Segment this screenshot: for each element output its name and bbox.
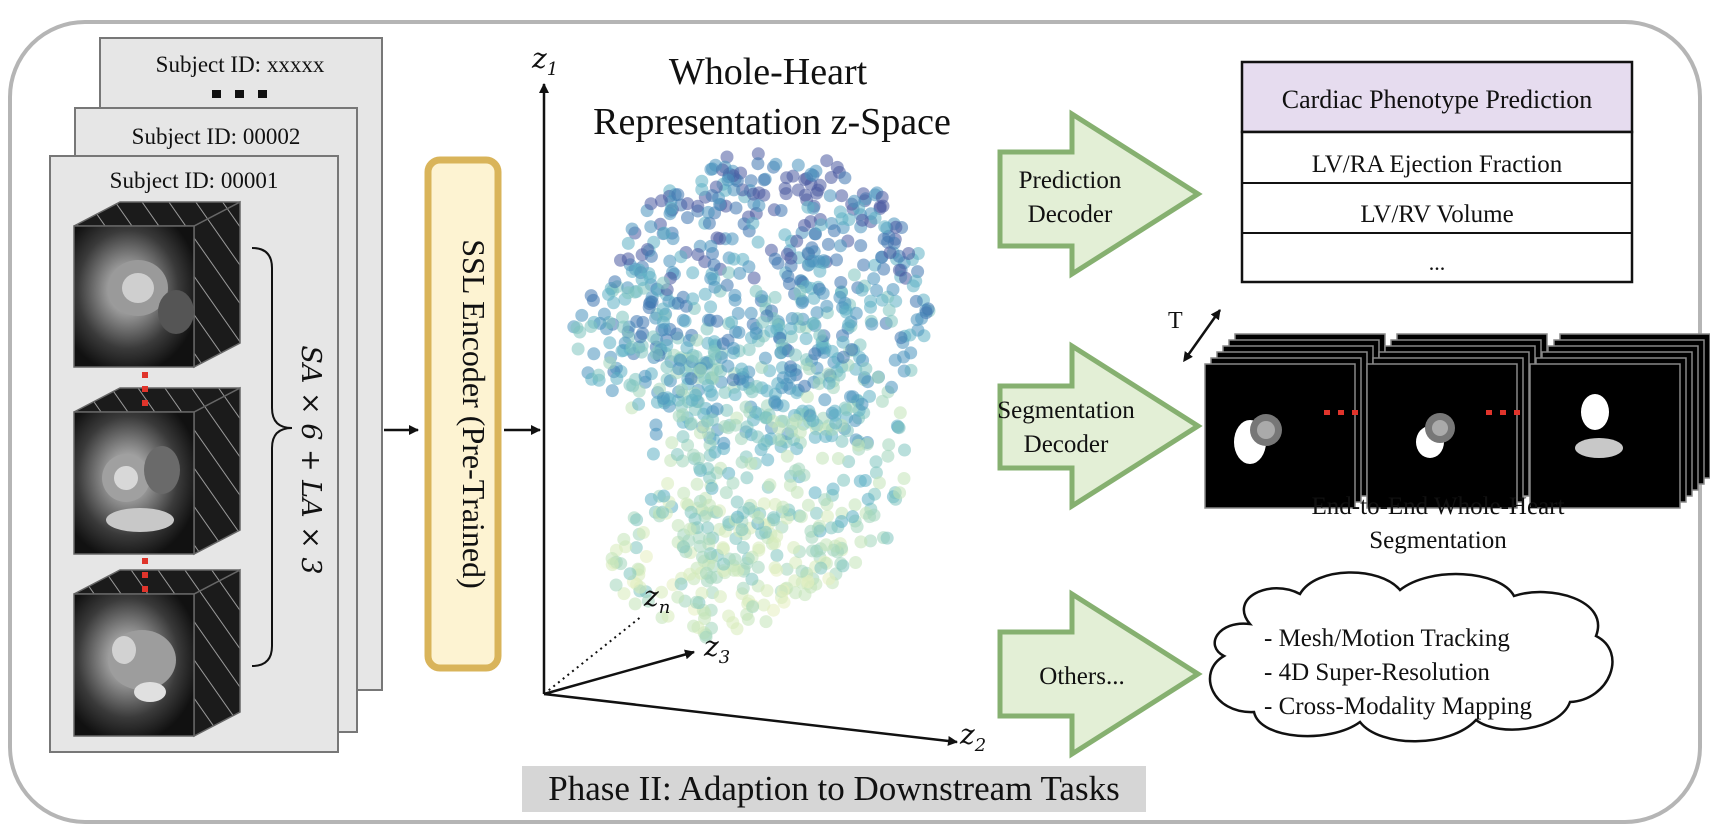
zspace-title-line2: Representation z-Space <box>593 101 951 143</box>
others-arrow: Others... <box>997 589 1203 759</box>
ssl-encoder: SSL Encoder (Pre-Trained) <box>424 156 502 672</box>
phase-label-bg <box>522 766 1146 812</box>
label-z3: z3 <box>703 630 730 668</box>
ellipsis-dots <box>212 90 267 98</box>
segmentation-outputs: T End-to-End Whole-Heart Segmentation <box>1168 308 1710 554</box>
subject-stack: Subject ID: xxxxx Subject ID: 00002 Subj… <box>49 37 383 753</box>
phase-label-text: Phase II: Adaption to Downstream Tasks <box>548 769 1119 808</box>
prediction-decoder-line2: Decoder <box>1028 201 1113 228</box>
table-body <box>1240 130 1634 284</box>
seg-stack-3 <box>1529 333 1710 509</box>
segmentation-decoder-line2: Decoder <box>1024 431 1109 458</box>
encoder-box <box>424 156 502 672</box>
time-label: T <box>1168 308 1183 334</box>
prediction-decoder-arrow: Prediction Decoder <box>997 109 1203 279</box>
red-dot-connectors <box>142 372 148 592</box>
cloud-shape <box>1208 571 1614 743</box>
table-row-2: LV/RV Volume <box>1360 201 1513 228</box>
time-arrow <box>1183 309 1222 363</box>
zspace-title-line1: Whole-Heart <box>669 51 868 93</box>
encoder-label: SSL Encoder (Pre-Trained) <box>456 239 492 589</box>
cloud-item-2: - 4D Super-Resolution <box>1264 659 1490 686</box>
table-row-3: ... <box>1429 250 1446 275</box>
table-header: Cardiac Phenotype Prediction <box>1282 85 1592 114</box>
phenotype-table: Cardiac Phenotype Prediction LV/RA Eject… <box>1240 60 1634 284</box>
prediction-decoder-line1: Prediction <box>1019 167 1122 194</box>
views-formula: SA × 6 + LA × 3 <box>295 345 326 574</box>
mri-cube-3 <box>73 568 241 738</box>
mri-cube-2 <box>73 386 241 556</box>
table-row-1: LV/RA Ejection Fraction <box>1312 151 1563 178</box>
mri-cube-1 <box>73 200 241 369</box>
zspace: Whole-Heart Representation z-Space z1 z2… <box>531 42 986 756</box>
subject-id-front: Subject ID: 00001 <box>110 168 279 193</box>
subject-id-back: Subject ID: xxxxx <box>156 52 325 77</box>
seg-stack-2 <box>1366 333 1548 509</box>
label-z1: z1 <box>531 42 558 80</box>
phase-label: Phase II: Adaption to Downstream Tasks <box>522 766 1146 812</box>
seg-caption-line2: Segmentation <box>1369 527 1507 554</box>
subject-id-middle: Subject ID: 00002 <box>132 124 301 149</box>
others-label: Others... <box>1039 663 1124 690</box>
curly-brace <box>251 247 293 667</box>
scatter-cloud <box>567 147 936 644</box>
seg-red-connectors <box>1324 410 1520 415</box>
axis-z2 <box>543 692 958 746</box>
table-header-cell <box>1240 60 1634 134</box>
others-cloud: - Mesh/Motion Tracking - 4D Super-Resolu… <box>1208 571 1614 743</box>
seg-caption-line1: End-to-End Whole-Heart <box>1312 493 1565 520</box>
cloud-item-3: - Cross-Modality Mapping <box>1264 693 1533 720</box>
seg-stack-1 <box>1204 333 1386 509</box>
cloud-item-1: - Mesh/Motion Tracking <box>1264 625 1510 652</box>
segmentation-decoder-line1: Segmentation <box>997 397 1135 424</box>
axis-z3 <box>543 649 695 696</box>
segmentation-decoder-arrow: Segmentation Decoder <box>997 341 1203 511</box>
label-zn: zn <box>643 580 670 618</box>
label-z2: z2 <box>959 718 986 756</box>
